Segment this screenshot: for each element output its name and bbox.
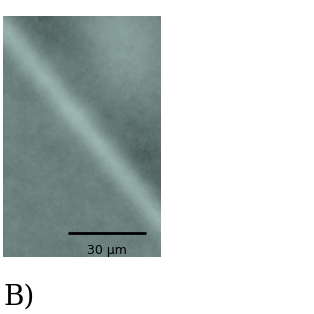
Text: B): B) [3,284,35,311]
Text: 30 μm: 30 μm [87,245,127,257]
